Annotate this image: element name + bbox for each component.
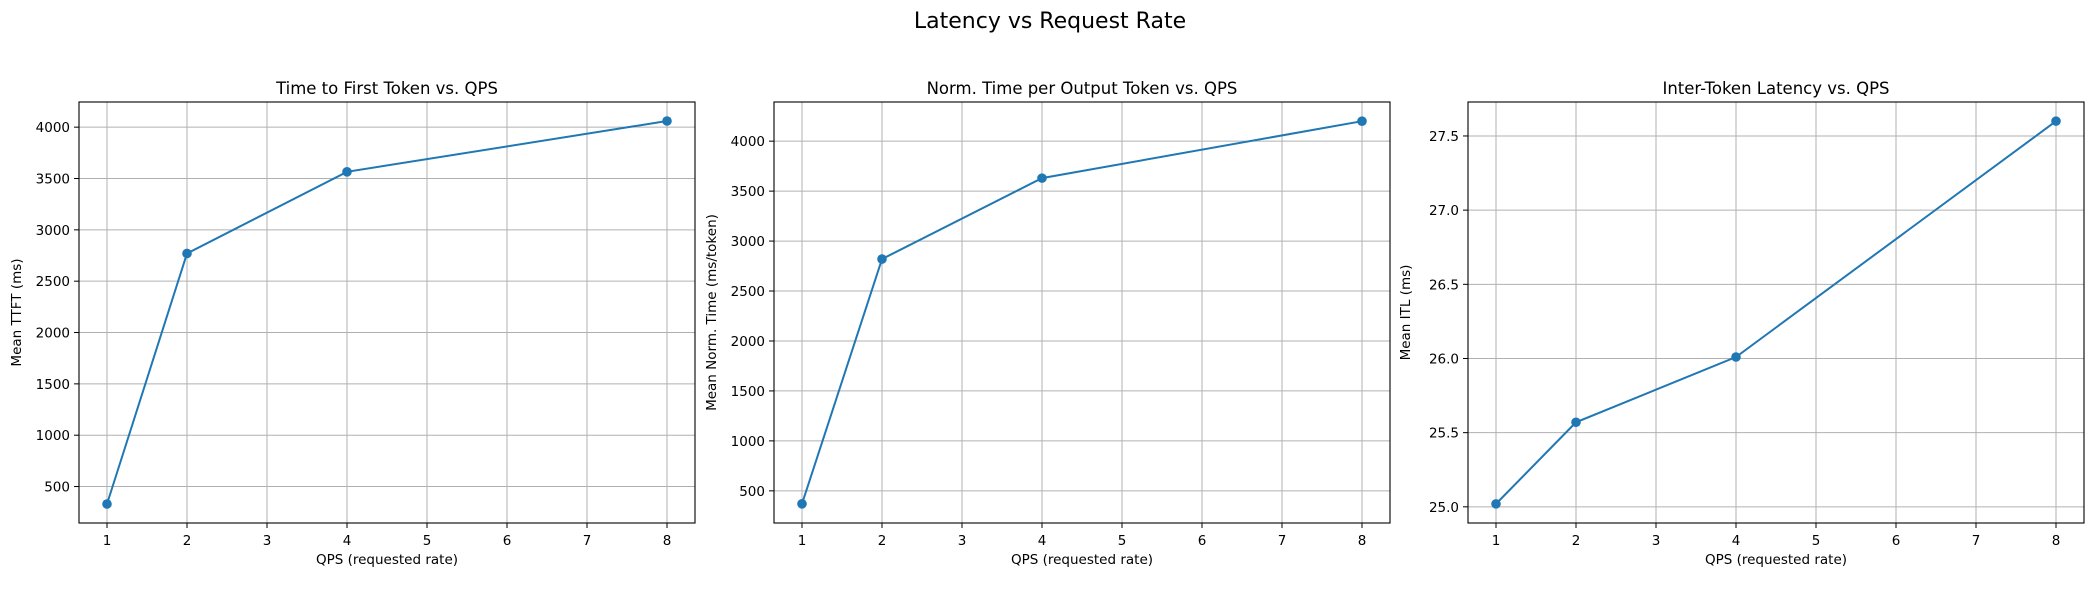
series-line [801, 120, 1363, 505]
y-tick-label: 3500 [36, 171, 70, 187]
x-tick-label: 8 [2052, 533, 2061, 549]
data-point [182, 248, 192, 259]
y-axis-label: Mean ITL (ms) [1398, 265, 1414, 361]
x-tick-label: 5 [1812, 533, 1821, 549]
data-point [2051, 116, 2061, 126]
subplot-title: Inter-Token Latency vs. QPS [1662, 79, 1889, 98]
y-tick-label: 2500 [731, 284, 765, 300]
x-tick-label: 1 [1492, 533, 1501, 549]
data-point [342, 167, 352, 177]
y-tick-label: 27.0 [1429, 203, 1459, 219]
x-tick-label: 4 [1038, 533, 1047, 549]
x-tick-label: 5 [1118, 533, 1127, 549]
y-tick-label: 1500 [731, 384, 765, 400]
x-tick-label: 8 [1358, 533, 1367, 549]
data-point [1571, 417, 1581, 428]
x-tick-label: 6 [1198, 533, 1207, 549]
y-tick-label: 500 [44, 480, 70, 496]
y-tick-label: 1000 [731, 434, 765, 450]
series-line [106, 120, 668, 505]
y-tick-label: 3000 [731, 234, 765, 250]
x-tick-label: 2 [183, 533, 192, 549]
x-tick-label: 7 [1278, 533, 1287, 549]
axes-frame [773, 101, 1391, 524]
x-axis-label: QPS (requested rate) [1011, 552, 1153, 568]
data-point [102, 499, 112, 509]
subplot-title: Norm. Time per Output Token vs. QPS [927, 79, 1238, 98]
y-tick-label: 4000 [36, 120, 70, 136]
subplot-3: Inter-Token Latency vs. QPS 1 2 3 4 5 6 7 8 25.0 2… [1398, 79, 2085, 568]
y-axis-label: Mean TTFT (ms) [9, 258, 25, 366]
y-tick-label: 26.0 [1429, 351, 1459, 367]
x-tick-label: 3 [1652, 533, 1661, 549]
x-tick-label: 4 [1732, 533, 1741, 549]
x-tick-label: 3 [958, 533, 967, 549]
data-point [1731, 352, 1741, 362]
axes-frame [1467, 101, 2085, 524]
x-tick-label: 6 [503, 533, 512, 549]
x-tick-label: 6 [1892, 533, 1901, 549]
y-tick-label: 2500 [36, 274, 70, 290]
subplot-title: Time to First Token vs. QPS [275, 79, 498, 98]
y-tick-label: 25.5 [1429, 426, 1459, 442]
y-tick-label: 4000 [731, 134, 765, 150]
grid [774, 102, 1390, 523]
data-point [877, 254, 887, 264]
x-tick-label: 4 [343, 533, 352, 549]
subplot-2: Norm. Time per Output Token vs. QPS 1 2 3 4 5… [704, 79, 1391, 568]
series-line [1495, 120, 2057, 505]
data-point [1491, 499, 1501, 509]
x-axis-label: QPS (requested rate) [316, 552, 458, 568]
grid [1468, 102, 2084, 523]
x-tick-label: 5 [423, 533, 432, 549]
subplots: Time to First Token vs. QPS 1 2 3 4 5 6 7 8 500 10… [9, 79, 2085, 568]
x-tick-label: 7 [583, 533, 592, 549]
x-axis-label: QPS (requested rate) [1705, 552, 1847, 568]
y-tick-label: 27.5 [1429, 129, 1459, 145]
x-tick-label: 1 [798, 533, 807, 549]
data-point [662, 116, 672, 126]
y-tick-label: 500 [739, 484, 765, 500]
y-tick-label: 3500 [731, 184, 765, 200]
y-tick-label: 3000 [36, 223, 70, 239]
x-tick-label: 8 [663, 533, 672, 549]
y-tick-label: 2000 [731, 334, 765, 350]
data-point [1037, 173, 1047, 183]
y-tick-label: 26.5 [1429, 277, 1459, 293]
y-tick-label: 25.0 [1429, 500, 1459, 516]
axes-frame [78, 101, 696, 524]
y-axis-label: Mean Norm. Time (ms/token) [704, 214, 720, 411]
grid [79, 102, 695, 523]
y-tick-label: 1000 [36, 428, 70, 444]
figure-title: Latency vs Request Rate [914, 9, 1186, 34]
x-tick-label: 2 [878, 533, 887, 549]
data-point [1357, 116, 1367, 126]
y-tick-label: 2000 [36, 326, 70, 342]
x-tick-label: 1 [103, 533, 112, 549]
y-tick-label: 1500 [36, 377, 70, 393]
subplot-1: Time to First Token vs. QPS 1 2 3 4 5 6 7 8 500 10… [9, 79, 696, 568]
data-point [797, 499, 807, 509]
x-tick-label: 2 [1572, 533, 1581, 549]
x-tick-label: 3 [263, 533, 272, 549]
x-tick-label: 7 [1972, 533, 1981, 549]
